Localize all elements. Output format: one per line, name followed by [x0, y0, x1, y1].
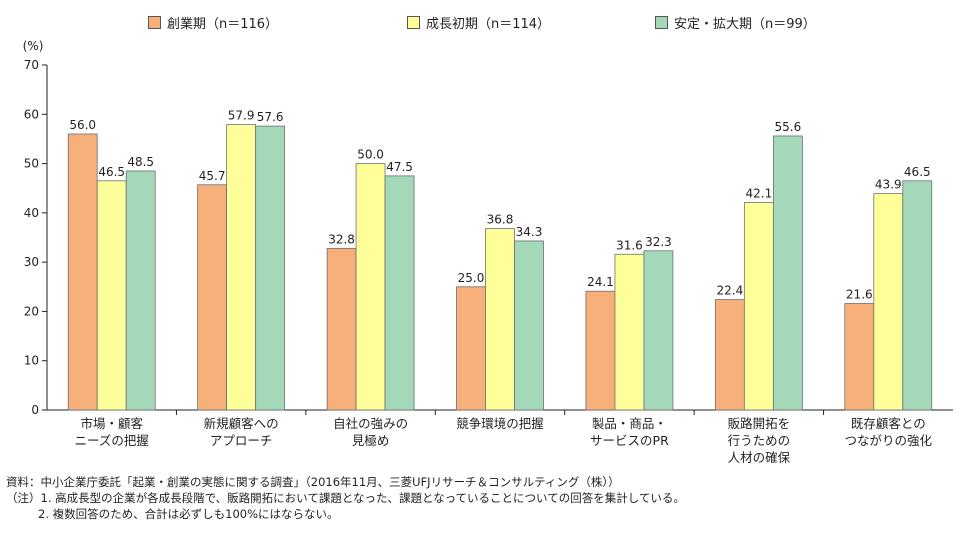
bar: [96, 180, 127, 411]
x-category-label: ニーズの把握: [75, 433, 149, 448]
x-category-label: 既存顧客との: [851, 416, 926, 431]
y-tick-label: 30: [24, 255, 39, 269]
bar-value-label: 32.8: [328, 232, 355, 246]
bar: [485, 228, 515, 411]
bar: [67, 133, 98, 411]
bar: [456, 286, 486, 411]
y-tick-label: 60: [24, 107, 39, 121]
chart-notes: 資料：中小企業庁委託「起業・創業の実態に関する調査」（2016年11月、三菱UF…: [6, 474, 685, 522]
bar-chart: (%)01020304050607056.046.548.5市場・顧客ニーズの把…: [23, 39, 953, 465]
chart-legend: 創業期（n＝116） 成長初期（n＝114） 安定・拡大期（n＝99）: [0, 13, 965, 33]
bar: [355, 163, 386, 411]
bar-value-label: 55.6: [774, 120, 801, 134]
y-tick-label: 10: [24, 354, 39, 368]
x-category-label: 新規顧客への: [204, 416, 279, 431]
bar-value-label: 56.0: [69, 118, 96, 132]
legend-item-startup: 創業期（n＝116）: [148, 13, 278, 32]
bar: [873, 193, 904, 411]
bar: [255, 125, 286, 411]
bar: [643, 250, 674, 411]
bar-value-label: 21.6: [846, 288, 873, 302]
bar-value-label: 42.1: [745, 187, 772, 201]
x-category-label: 見極め: [352, 433, 390, 448]
bar-value-label: 48.5: [127, 155, 154, 169]
y-tick-label: 20: [24, 304, 39, 318]
legend-label-startup: 創業期（n＝116）: [167, 17, 279, 32]
x-category-label: 人材の確保: [728, 450, 791, 465]
legend-item-early-growth: 成長初期（n＝114）: [407, 13, 550, 32]
bar: [585, 290, 616, 411]
x-category-label: 競争環境の把握: [456, 416, 544, 431]
bar-value-label: 43.9: [875, 178, 902, 192]
bar-value-label: 46.5: [904, 165, 931, 179]
bar-value-label: 50.0: [357, 148, 384, 162]
bar-value-label: 36.8: [487, 213, 514, 227]
note-1: （注）1. 高成長型の企業が各成長段階で、販路開拓において課題となった、課題とな…: [6, 491, 685, 505]
bar: [226, 124, 257, 411]
y-tick-label: 40: [24, 206, 39, 220]
bar: [743, 202, 774, 411]
x-category-label: 市場・顧客: [80, 416, 143, 431]
bar-value-label: 25.0: [458, 271, 485, 285]
legend-swatch-stable-expansion: [655, 16, 668, 29]
legend-label-stable-expansion: 安定・拡大期（n＝99）: [674, 17, 816, 32]
x-category-label: つながりの強化: [845, 433, 933, 448]
bar: [772, 135, 803, 411]
y-axis-unit-label: (%): [23, 39, 44, 53]
bar: [384, 175, 415, 411]
bar-value-label: 32.3: [645, 235, 672, 249]
bar-value-label: 47.5: [386, 160, 413, 174]
bar-value-label: 57.6: [257, 110, 284, 124]
source-note: 資料：中小企業庁委託「起業・創業の実態に関する調査」（2016年11月、三菱UF…: [6, 475, 620, 489]
legend-item-stable-expansion: 安定・拡大期（n＝99）: [655, 13, 816, 32]
bar: [197, 184, 228, 411]
bar: [125, 170, 156, 411]
bar-value-label: 31.6: [616, 238, 643, 252]
bar: [514, 240, 544, 411]
note-2: 2. 複数回答のため、合計は必ずしも100%にはならない。: [38, 507, 339, 521]
bar-value-label: 22.4: [716, 284, 743, 298]
x-category-label: 行うための: [728, 433, 791, 448]
bar: [614, 253, 645, 411]
bar-value-label: 24.1: [587, 275, 614, 289]
bar: [714, 299, 745, 411]
x-category-label: サービスのPR: [590, 433, 669, 448]
x-category-label: アプローチ: [210, 433, 273, 448]
bar-value-label: 34.3: [516, 225, 543, 239]
legend-label-early-growth: 成長初期（n＝114）: [426, 17, 551, 32]
bar: [326, 247, 357, 411]
x-category-label: 自社の強みの: [333, 416, 408, 431]
bar-value-label: 46.5: [98, 165, 125, 179]
y-tick-label: 50: [24, 157, 39, 171]
y-tick-label: 70: [24, 58, 39, 72]
bar-value-label: 45.7: [199, 169, 226, 183]
bar: [844, 303, 875, 411]
legend-swatch-startup: [148, 16, 161, 29]
x-category-label: 販路開拓を: [728, 416, 791, 431]
bar-value-label: 57.9: [228, 109, 255, 123]
x-category-label: 製品・商品・: [592, 416, 667, 431]
y-tick-label: 0: [31, 403, 39, 417]
legend-swatch-early-growth: [407, 16, 420, 29]
bar: [902, 180, 933, 411]
